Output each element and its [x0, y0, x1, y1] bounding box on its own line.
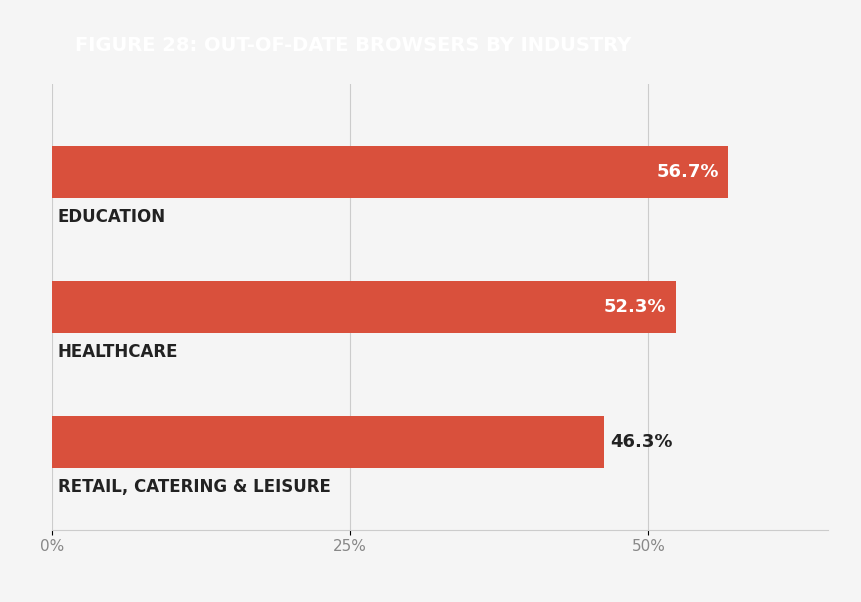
Bar: [52, 281, 675, 333]
Text: FIGURE 28: OUT-OF-DATE BROWSERS BY INDUSTRY: FIGURE 28: OUT-OF-DATE BROWSERS BY INDUS…: [75, 36, 630, 55]
Text: EDUCATION: EDUCATION: [58, 208, 165, 226]
Text: 56.7%: 56.7%: [655, 163, 718, 181]
Bar: [52, 146, 728, 197]
Bar: [52, 417, 604, 468]
Text: RETAIL, CATERING & LEISURE: RETAIL, CATERING & LEISURE: [58, 479, 330, 497]
Text: 52.3%: 52.3%: [604, 298, 666, 316]
Text: HEALTHCARE: HEALTHCARE: [58, 344, 178, 361]
Text: 46.3%: 46.3%: [610, 433, 672, 451]
